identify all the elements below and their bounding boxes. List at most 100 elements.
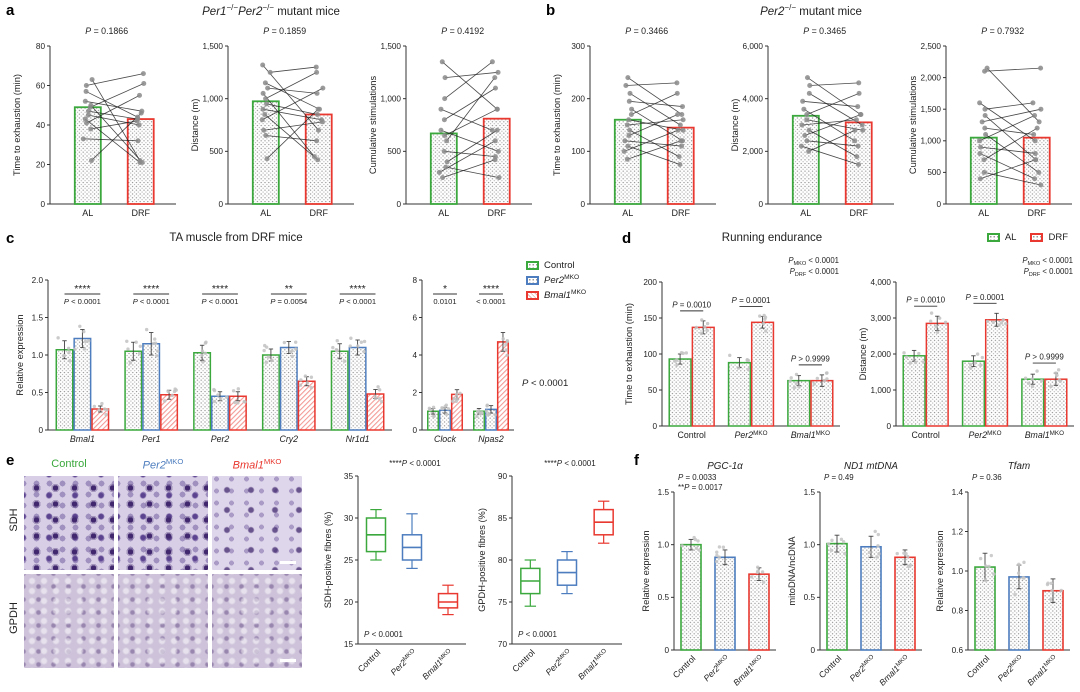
svg-text:2: 2 — [412, 388, 417, 397]
svg-text:Per1: Per1 — [142, 434, 161, 444]
svg-text:Bmal1MKO: Bmal1MKO — [1025, 430, 1064, 440]
svg-text:35: 35 — [344, 472, 354, 481]
svg-text:85: 85 — [498, 514, 508, 523]
svg-text:1,500: 1,500 — [203, 42, 224, 51]
svg-text:****: **** — [143, 283, 159, 295]
svg-text:GPDH-positive fibres (%): GPDH-positive fibres (%) — [477, 508, 487, 612]
svg-text:90: 90 — [498, 472, 508, 481]
svg-text:P = 0.3466: P = 0.3466 — [625, 26, 668, 36]
svg-text:40: 40 — [36, 121, 46, 130]
svg-text:Distance (m): Distance (m) — [858, 328, 868, 381]
panel-a-title: Per1−/−Per2−/− mutant mice — [202, 3, 340, 18]
svg-text:DRF: DRF — [487, 208, 506, 218]
chart-c-clock-npas2: 0 2 4 6 8 Clock Npas2 * 0.0101 **** < 0.0001 — [398, 250, 518, 446]
micrograph-col-bmal1mko: Bmal1MKO — [232, 457, 282, 472]
svg-text:AL: AL — [260, 208, 271, 218]
svg-text:3,000: 3,000 — [871, 314, 892, 323]
svg-text:Per2MKO: Per2MKO — [848, 653, 878, 683]
svg-text:60: 60 — [36, 81, 46, 90]
svg-text:1,000: 1,000 — [203, 94, 224, 103]
svg-text:DRF: DRF — [849, 208, 868, 218]
panel-c: c TA muscle from DRF mice 0 0.5 1.0 1.5 2.0 R… — [6, 230, 618, 450]
svg-text:Bmal1MKO: Bmal1MKO — [731, 653, 765, 687]
svg-text:****: **** — [483, 283, 499, 295]
svg-text:1,000: 1,000 — [921, 137, 942, 146]
svg-text:2,000: 2,000 — [921, 73, 942, 82]
svg-text:25: 25 — [344, 556, 354, 565]
svg-text:1.5: 1.5 — [804, 488, 816, 497]
svg-text:70: 70 — [498, 640, 508, 649]
chart-b-cumulative-stimulations: 0 500 1,000 1,500 2,000 2,500 Cumulative stimu… — [906, 22, 1080, 222]
legend-feeding: AL DRF — [986, 232, 1068, 243]
svg-text:PDRF < 0.0001: PDRF < 0.0001 — [1024, 267, 1073, 278]
micrograph-gpdh-per2mko — [118, 574, 208, 668]
svg-text:Relative expression: Relative expression — [935, 530, 945, 611]
svg-text:1.0: 1.0 — [658, 540, 670, 549]
svg-text:Control: Control — [356, 647, 383, 674]
svg-text:Control: Control — [817, 653, 844, 680]
svg-text:1.2: 1.2 — [952, 527, 964, 536]
svg-text:P = 0.0001: P = 0.0001 — [966, 293, 1005, 302]
svg-text:4: 4 — [412, 351, 417, 360]
svg-text:Cumulative stimulations: Cumulative stimulations — [908, 76, 918, 175]
svg-text:2,000: 2,000 — [871, 350, 892, 359]
chart-svg: 0 2,000 4,000 6,000 Distance (m) AL DRF P = 0.3… — [730, 26, 894, 218]
chart-svg: 0 0.5 1.0 1.5 2.0 Relative expression Bmal1 Per… — [15, 276, 392, 444]
svg-text:AL: AL — [82, 208, 93, 218]
chart-svg: 0 0.5 1.0 1.5 Relative expression Control Per2… — [641, 461, 776, 688]
svg-text:0.5: 0.5 — [32, 388, 44, 397]
panel-b: b Per2−/− mutant mice 0 100 200 300 Time to … — [546, 2, 1080, 228]
chart-svg: 0 500 1,000 1,500 2,000 2,500 Cumulative stimu… — [908, 26, 1072, 218]
panel-f-label: f — [634, 452, 639, 469]
svg-text:Npas2: Npas2 — [478, 434, 504, 444]
svg-text:P > 0.9999: P > 0.9999 — [791, 354, 830, 363]
svg-text:****P < 0.0001: ****P < 0.0001 — [389, 459, 441, 468]
chart-a-time-to-exhaustion: 0 20 40 60 80 Time to exhaustion (min) AL DRF P … — [10, 22, 184, 222]
svg-text:0: 0 — [886, 422, 891, 431]
svg-text:0: 0 — [664, 646, 669, 655]
panel-c-label: c — [6, 230, 15, 247]
svg-text:0: 0 — [412, 426, 417, 435]
svg-text:80: 80 — [498, 556, 508, 565]
micrograph-sdh-control — [24, 476, 114, 570]
svg-text:Clock: Clock — [434, 434, 457, 444]
svg-text:1,000: 1,000 — [381, 94, 402, 103]
svg-text:Time to exhaustion (min): Time to exhaustion (min) — [624, 303, 634, 405]
svg-text:6: 6 — [412, 313, 417, 322]
svg-text:Control: Control — [510, 647, 537, 674]
svg-text:AL: AL — [800, 208, 811, 218]
svg-text:2,000: 2,000 — [743, 147, 764, 156]
svg-text:mitoDNA/ncDNA: mitoDNA/ncDNA — [787, 536, 797, 606]
svg-text:P = 0.0001: P = 0.0001 — [732, 296, 771, 305]
svg-text:2.0: 2.0 — [32, 276, 44, 285]
svg-text:Tfam: Tfam — [1008, 461, 1030, 472]
micrograph-col-control: Control — [51, 458, 87, 470]
legend-label: Control — [544, 260, 575, 271]
legend-item: Per2MKO — [526, 274, 586, 286]
svg-text:**: ** — [285, 283, 293, 295]
svg-text:Per2MKO: Per2MKO — [996, 653, 1026, 683]
chart-f-nd1-mtdna: 0 0.5 1.0 1.5 mitoDNA/ncDNA Control Per2MKO Bma… — [786, 458, 928, 690]
chart-d-time-to-exhaustion: 0 50 100 150 200 Time to exhaustion (min) Cont… — [622, 252, 844, 446]
svg-text:P = 0.0010: P = 0.0010 — [672, 300, 711, 309]
legend-item: Bmal1MKO — [526, 289, 586, 301]
chart-a-cumulative-stimulations: 0 500 1,000 1,500 Cumulative stimulations AL D… — [366, 22, 540, 222]
svg-text:P = 0.49: P = 0.49 — [824, 473, 854, 482]
svg-text:**P = 0.0017: **P = 0.0017 — [678, 483, 723, 492]
svg-text:ND1 mtDNA: ND1 mtDNA — [844, 461, 898, 472]
chart-b-distance: 0 2,000 4,000 6,000 Distance (m) AL DRF P = 0.3… — [728, 22, 902, 222]
svg-text:4,000: 4,000 — [871, 278, 892, 287]
svg-text:Bmal1MKO: Bmal1MKO — [576, 647, 610, 681]
svg-text:Control: Control — [677, 430, 705, 440]
svg-text:0.0101: 0.0101 — [433, 297, 456, 306]
svg-text:Control: Control — [911, 430, 939, 440]
svg-text:Bmal1MKO: Bmal1MKO — [420, 647, 454, 681]
chart-svg: 0 2 4 6 8 Clock Npas2 * 0.0101 **** < 0.0001 — [412, 276, 514, 444]
chart-e-gpdh-boxplot: 70 75 80 85 90 GPDH-positive fibres (%) Contro… — [476, 454, 628, 690]
micrograph-gpdh-bmal1mko — [212, 574, 302, 668]
svg-text:AL: AL — [438, 208, 449, 218]
chart-e-sdh-boxplot: 15 20 25 30 35 SDH-positive fibres (%) Control… — [322, 454, 472, 690]
panel-b-title: Per2−/− mutant mice — [760, 3, 862, 18]
svg-text:PGC-1α: PGC-1α — [707, 461, 743, 472]
